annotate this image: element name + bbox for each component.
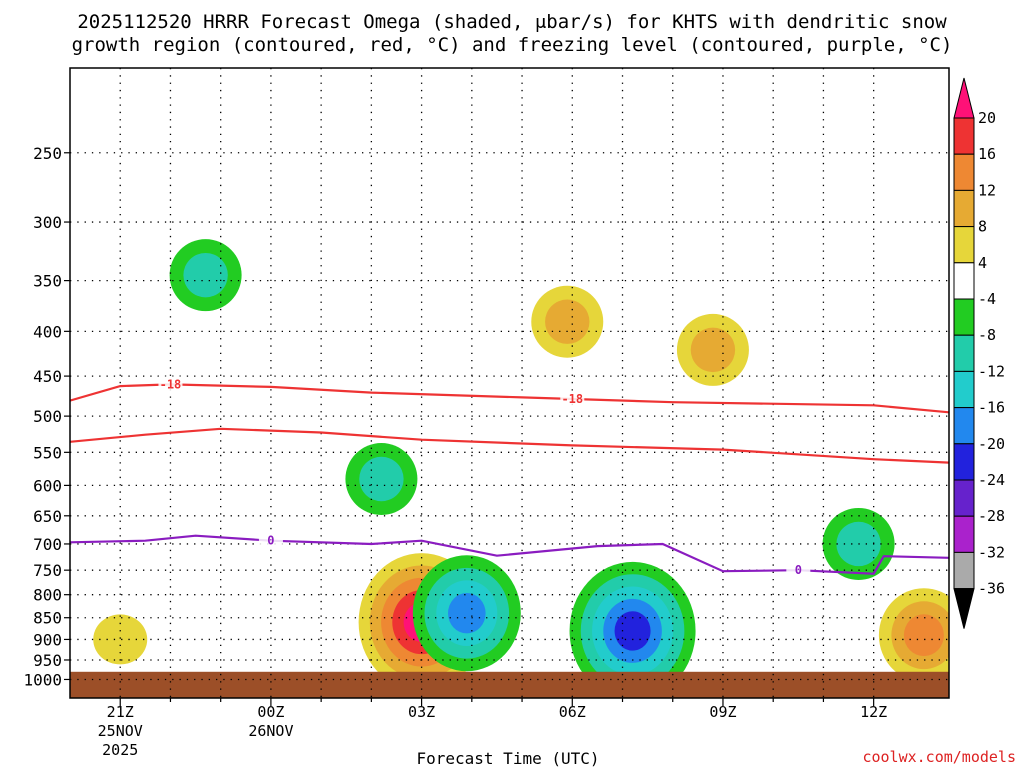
omega-cell (93, 614, 148, 665)
colorbar-swatch (953, 551, 975, 590)
omega-contour-band (359, 456, 404, 502)
colorbar-swatch (953, 117, 975, 155)
x-tick-label: 12Z (860, 703, 887, 721)
colorbar-extend-bottom (953, 588, 975, 629)
x-tick-label: 03Z (408, 703, 435, 721)
contour-line (70, 427, 949, 464)
watermark[interactable]: coolwx.com/models (862, 748, 1016, 766)
x-axis-label: Forecast Time (UTC) (416, 749, 599, 768)
contour-line (70, 383, 949, 414)
colorbar-label: 16 (978, 145, 996, 163)
colorbar-label: -36 (978, 580, 1005, 598)
contour-label: -18 (561, 392, 583, 406)
y-tick-label: 600 (33, 476, 62, 495)
y-tick-label: 650 (33, 507, 62, 526)
y-axis: 250 300 350 400 450 500 550 600 650 700 750 800 850 9… (23, 144, 70, 689)
y-tick-label: 700 (33, 535, 62, 554)
y-tick-label: 400 (33, 322, 62, 341)
omega-contour-band (448, 593, 486, 634)
colorbar-label: -16 (978, 399, 1005, 417)
colorbar-swatch (953, 407, 975, 445)
contour-line (70, 534, 949, 575)
omega-contour-band (93, 614, 148, 665)
y-tick-label: 250 (33, 144, 62, 163)
plot-frame (69, 67, 950, 699)
colorbar-label: 12 (978, 181, 996, 199)
terrain-below-ground (70, 671, 949, 698)
x-tick-label: 09Z (709, 703, 736, 721)
colorbar-extend-top (953, 77, 975, 119)
y-tick-label: 950 (33, 651, 62, 670)
colorbar-label: -12 (978, 362, 1005, 380)
colorbar-label: -8 (978, 326, 996, 344)
y-tick-label: 450 (33, 367, 62, 386)
omega-cell (878, 588, 949, 683)
colorbar-label: -20 (978, 435, 1005, 453)
y-tick-label: 800 (33, 586, 62, 605)
x-tick-date: 26NOV (248, 722, 293, 740)
y-tick-label: 300 (33, 213, 62, 232)
y-tick-label: 1000 (23, 670, 62, 689)
colorbar-swatch (953, 226, 975, 264)
isotherm-contours: -18 -18 0 0 (70, 376, 949, 578)
colorbar-swatch (953, 298, 975, 336)
omega-cell (676, 313, 749, 386)
contour-label: 0 (267, 534, 274, 548)
omega-shading (70, 239, 949, 698)
plot-area: -18 -18 0 0 (70, 68, 949, 698)
colorbar-label: 8 (978, 218, 987, 236)
omega-cell (531, 285, 604, 358)
x-tick-label: 06Z (559, 703, 586, 721)
omega-contour-band (183, 252, 228, 298)
omega-cell (569, 561, 696, 698)
contour-label: 0 (795, 563, 802, 577)
x-tick-year: 2025 (102, 741, 138, 759)
x-tick-label: 21Z (107, 703, 134, 721)
chart-title-line2: growth region (contoured, red, °C) and f… (72, 34, 953, 56)
colorbar-swatch (953, 515, 975, 553)
chart-title-line1: 2025112520 HRRR Forecast Omega (shaded, … (77, 11, 947, 33)
omega-contour-band (690, 327, 736, 373)
colorbar-swatch (953, 189, 975, 228)
y-tick-label: 550 (33, 443, 62, 462)
omega-cell (412, 555, 521, 672)
colorbar-label: 4 (978, 254, 987, 272)
y-tick-label: 500 (33, 407, 62, 426)
omega-contour-band (903, 614, 944, 657)
omega-cell (169, 239, 242, 312)
colorbar-swatch (953, 334, 975, 372)
colorbar-label: -32 (978, 543, 1005, 561)
contour-label-bg (258, 532, 283, 548)
x-tick-label: 00Z (257, 703, 284, 721)
contour-label-bg (786, 562, 811, 578)
omega-cell (345, 443, 418, 516)
contour-label-bg (158, 376, 183, 392)
y-tick-label: 350 (33, 272, 62, 291)
omega-contour-band (545, 299, 590, 344)
colorbar-swatch (953, 153, 975, 191)
colorbar-swatch (953, 443, 975, 481)
colorbar-label: -28 (978, 507, 1005, 525)
contour-label-bg (560, 391, 585, 407)
colorbar-label: -4 (978, 290, 996, 308)
colorbar: 20 16 12 8 4 -4 -8 -12 -16 -20 -24 -28 -32 -36 (953, 77, 1005, 629)
colorbar-swatch (953, 262, 975, 300)
colorbar-label: 20 (978, 109, 996, 127)
y-tick-label: 850 (33, 609, 62, 628)
colorbar-swatch (953, 479, 975, 517)
colorbar-label: -24 (978, 471, 1005, 489)
y-tick-label: 750 (33, 561, 62, 580)
contour-label: -18 (160, 377, 182, 391)
x-tick-date: 25NOV (98, 722, 143, 740)
omega-contour-band (614, 611, 651, 651)
y-tick-label: 900 (33, 630, 62, 649)
colorbar-swatch (953, 370, 975, 409)
